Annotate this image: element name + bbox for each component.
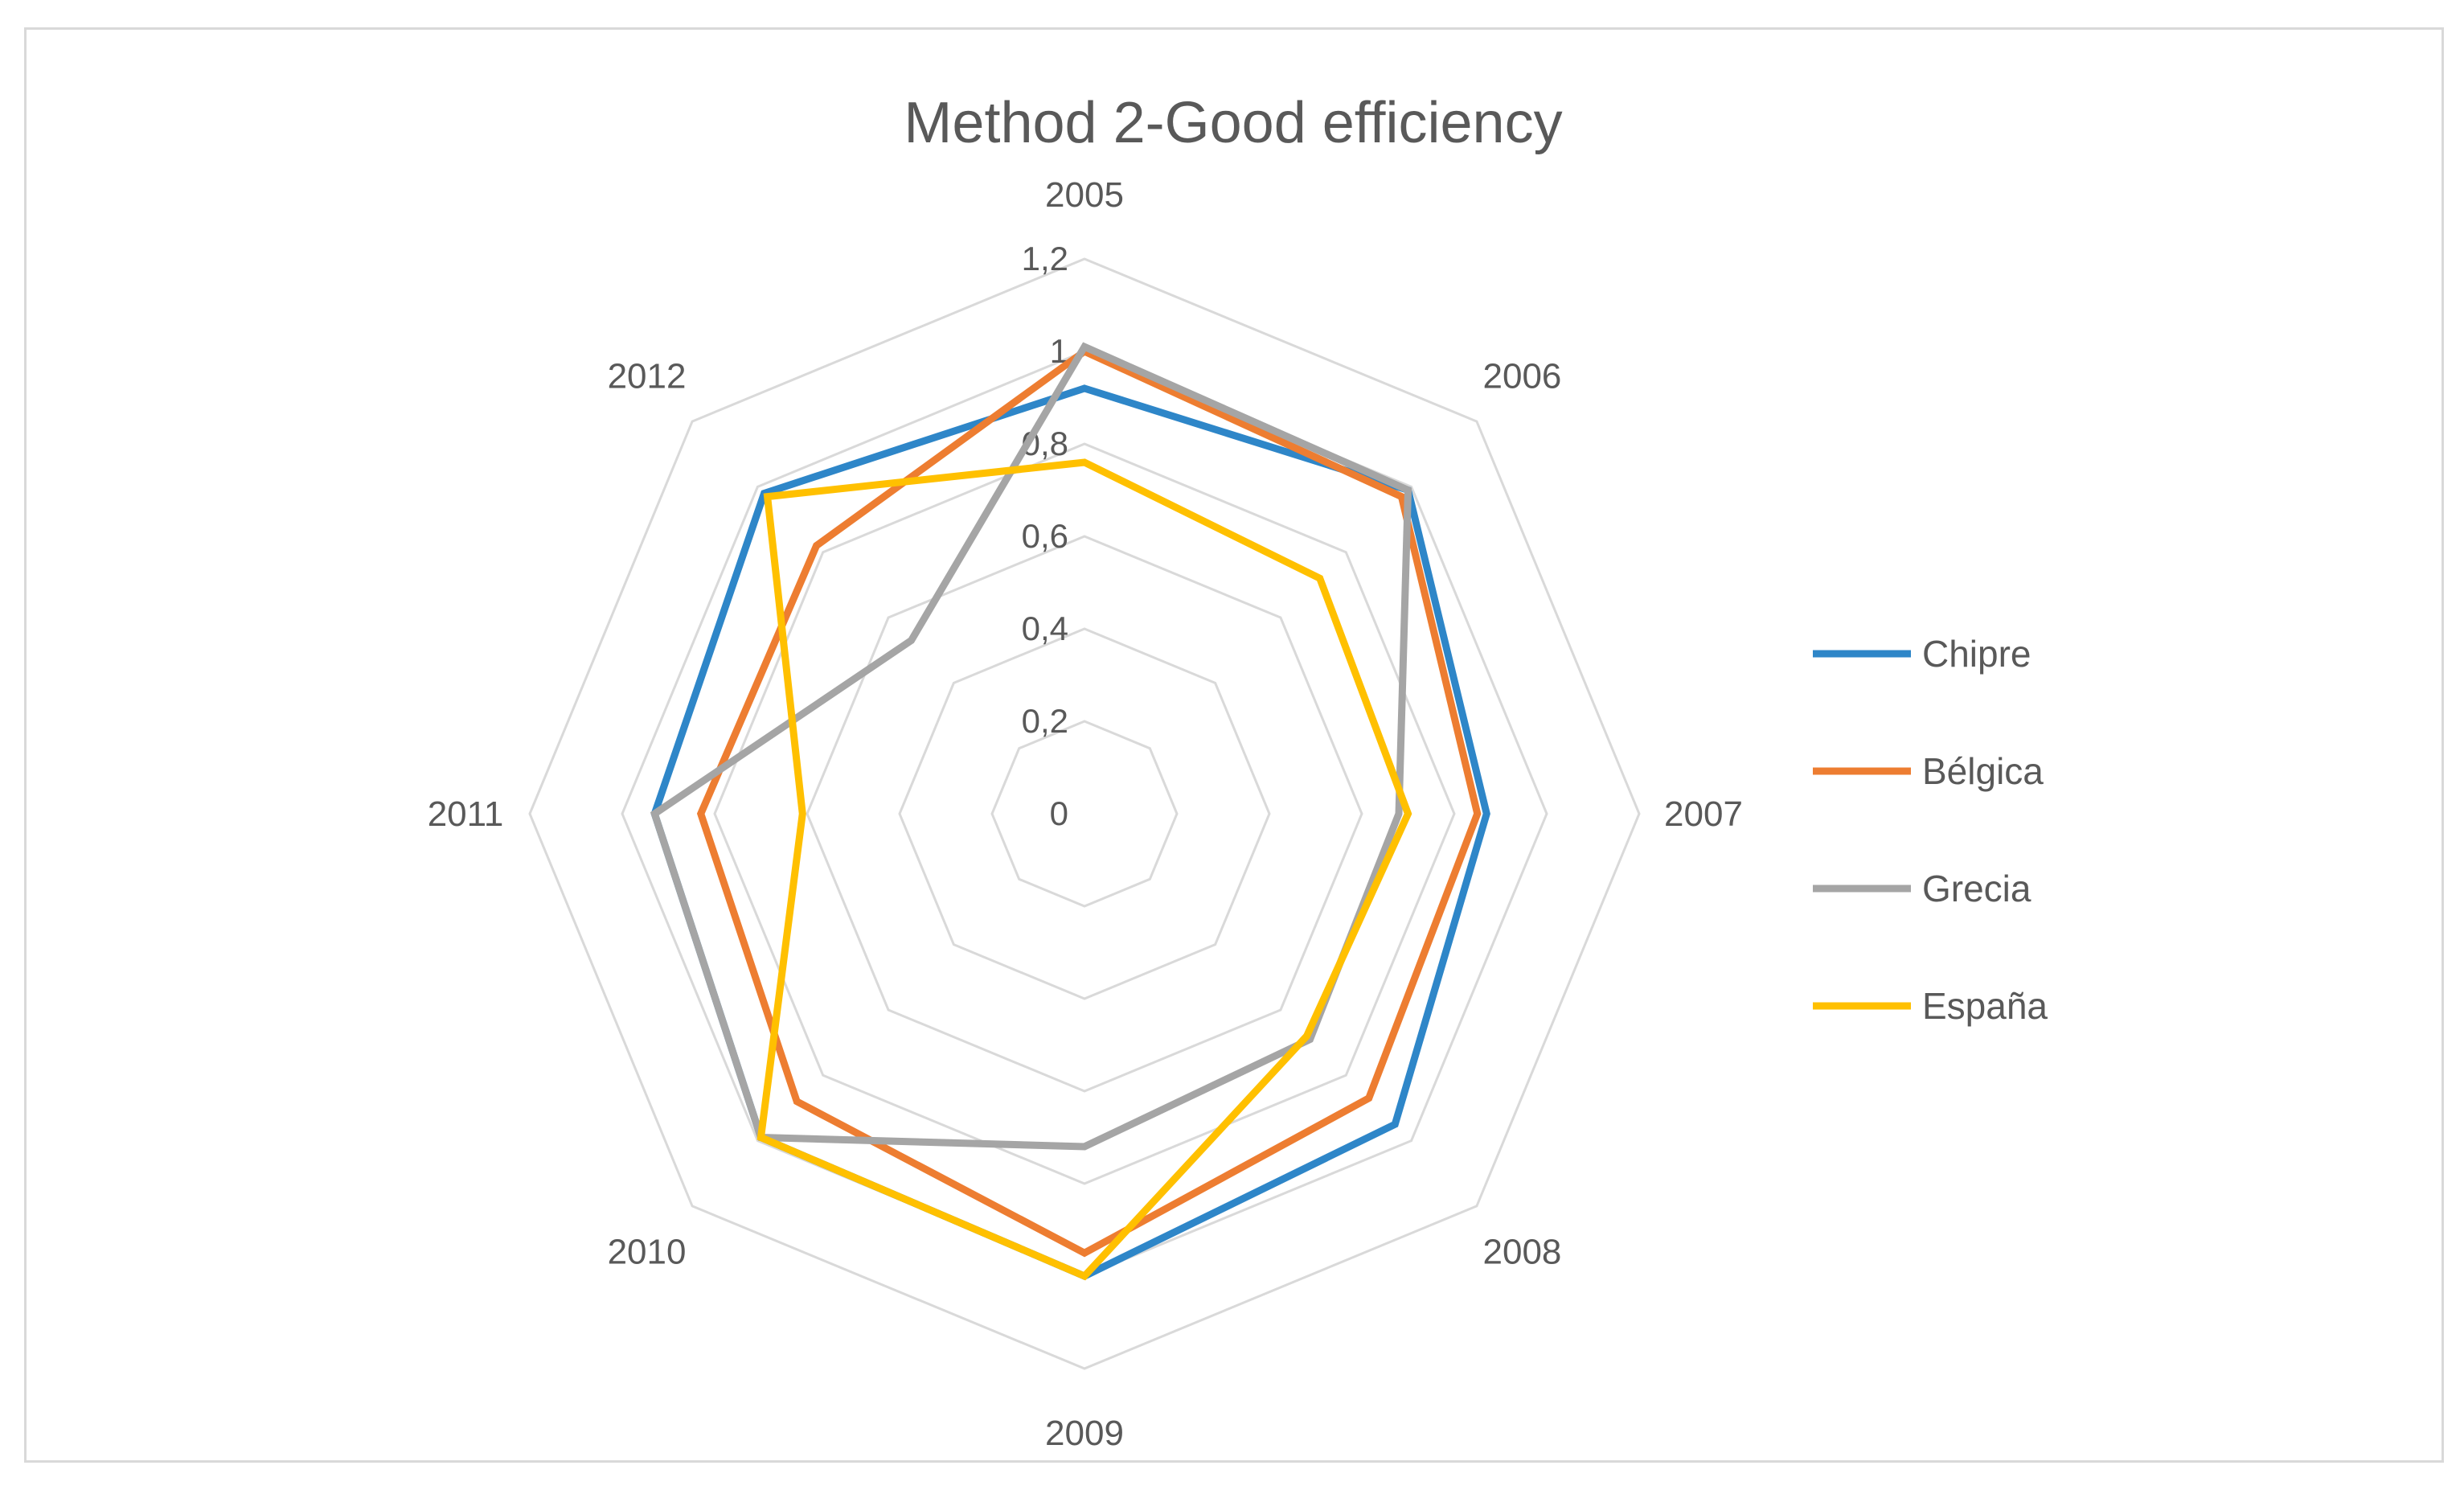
series-line-grecia	[650, 342, 1412, 1151]
grid-ring	[990, 720, 1179, 908]
category-label: 2010	[608, 1232, 687, 1271]
legend-label: Chipre	[1922, 633, 2031, 675]
category-label: 2012	[608, 357, 687, 396]
grid-ring	[528, 257, 1641, 1370]
category-label: 2011	[428, 794, 504, 834]
series-line-bélgica	[696, 347, 1482, 1258]
legend-label: Bélgica	[1922, 750, 2044, 792]
radial-tick-label: 1,2	[1022, 240, 1068, 277]
radial-tick-label: 0,4	[1022, 610, 1068, 647]
category-label: 2005	[1045, 175, 1124, 215]
chart-title: Method 2-Good efficiency	[904, 91, 1562, 155]
category-label: 2006	[1483, 357, 1562, 396]
radial-tick-label: 0,6	[1022, 517, 1068, 555]
legend: Chipre Bélgica Grecia España	[1813, 633, 2048, 1027]
legend-label: Grecia	[1922, 868, 2031, 909]
series-lines	[650, 342, 1490, 1281]
grid-ring	[806, 535, 1363, 1093]
grid-ring	[713, 442, 1456, 1185]
category-label: 2009	[1045, 1414, 1124, 1453]
radial-tick-label: 1	[1050, 332, 1068, 370]
grid-ring	[898, 627, 1271, 1000]
radial-tick-label: 0,2	[1022, 702, 1068, 740]
radar-chart: Method 2-Good efficiency 00,20,40,60,811…	[428, 91, 2048, 1453]
series-line-españa	[756, 458, 1412, 1281]
radial-ticks: 00,20,40,60,811,2	[1022, 240, 1068, 832]
category-label: 2008	[1483, 1232, 1562, 1271]
category-label: 2007	[1664, 794, 1743, 834]
grid	[528, 257, 1641, 1370]
radial-tick-label: 0	[1050, 794, 1068, 832]
chart-frame: Method 2-Good efficiency 0 0,2 0,4 0,6 0,8 1 1…	[24, 27, 2444, 1463]
category-labels: 2005 2006 2007 2008 2009 2010 2011 2012	[428, 175, 1743, 1453]
legend-label: España	[1922, 985, 2048, 1027]
